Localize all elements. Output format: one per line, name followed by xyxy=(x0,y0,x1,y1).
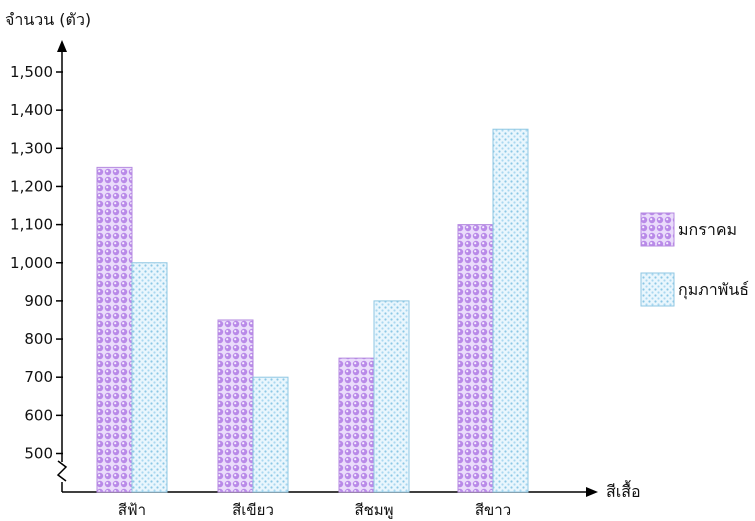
x-tick-label: สีเขียว xyxy=(232,501,274,519)
bar xyxy=(217,319,254,493)
y-tick-label: 1,000 xyxy=(10,254,53,272)
y-axis-arrow xyxy=(57,40,67,52)
legend-label: กุมภาพันธ์ xyxy=(678,280,749,300)
legend-label: มกราคม xyxy=(678,220,737,239)
x-tick-label: สีฟ้า xyxy=(118,501,146,519)
x-tick-label: สีขาว xyxy=(475,501,511,519)
legend-swatch xyxy=(640,272,675,307)
y-axis-ticks: 500 600 700 800 900 1,000 1,100 1,200 1,300 1,400… xyxy=(10,63,63,463)
y-axis-title: จำนวน (ตัว) xyxy=(5,10,91,29)
bars xyxy=(96,128,529,493)
bar xyxy=(131,262,168,493)
x-axis-arrow xyxy=(586,487,598,497)
axis-break-mark xyxy=(56,460,68,482)
bar xyxy=(457,224,494,493)
x-tick-label: สีชมพู xyxy=(354,501,393,519)
y-tick-label: 600 xyxy=(24,406,53,424)
y-tick-label: 800 xyxy=(24,330,53,348)
y-tick-label: 1,100 xyxy=(10,216,53,234)
y-tick-label: 500 xyxy=(24,445,53,463)
bar xyxy=(373,300,410,493)
bar xyxy=(252,376,289,493)
bar xyxy=(96,166,133,493)
x-axis-title: สีเสื้อ xyxy=(606,480,641,501)
y-tick-label: 700 xyxy=(24,368,53,386)
bar xyxy=(492,128,529,493)
y-tick-label: 1,500 xyxy=(10,63,53,81)
bar xyxy=(338,357,375,493)
y-tick-label: 1,400 xyxy=(10,101,53,119)
y-tick-label: 900 xyxy=(24,292,53,310)
y-tick-label: 1,300 xyxy=(10,139,53,157)
legend-swatch xyxy=(640,212,675,247)
x-axis-labels: สีฟ้า สีเขียว สีชมพู สีขาว xyxy=(118,501,511,519)
y-tick-label: 1,200 xyxy=(10,177,53,195)
